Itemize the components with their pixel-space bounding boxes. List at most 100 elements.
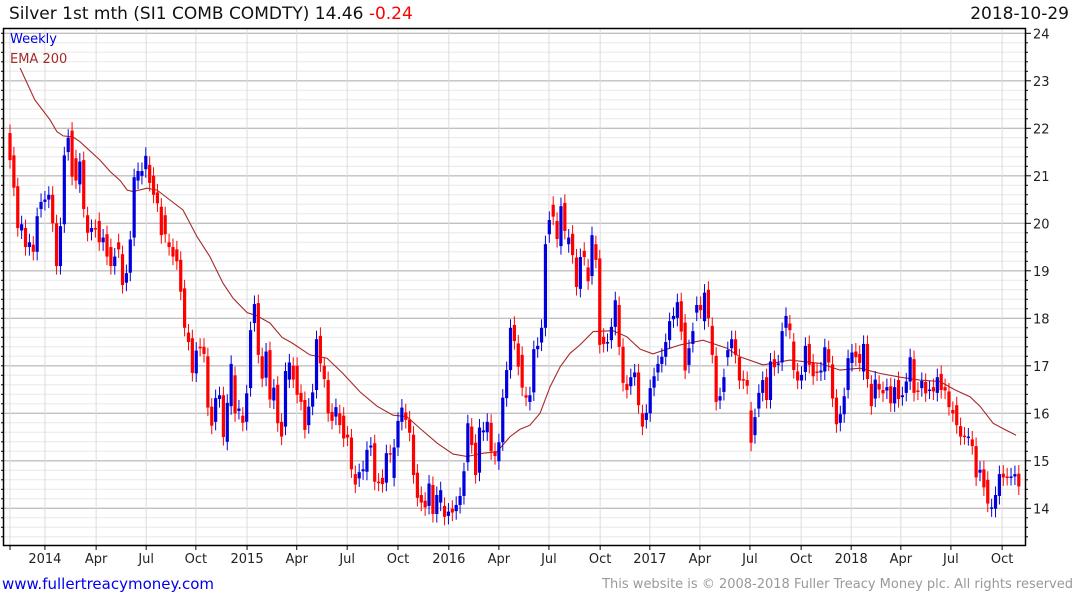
candle-body [784,315,788,328]
candle-body [959,426,963,437]
candle-body [636,372,641,406]
candle-up [307,398,311,434]
candle-body [726,350,730,358]
candle-body [458,495,462,505]
x-tick-label: Apr [488,552,511,567]
candle-down [8,124,12,169]
candle-body [20,224,24,231]
candle-down [943,378,947,400]
candle-body [454,504,458,512]
candle-body [768,361,773,400]
candle-down [683,314,687,380]
candle-up [20,215,24,239]
candle-body [865,343,870,380]
candle-down [788,314,792,339]
candle-body [66,137,70,153]
candle-up [47,186,51,209]
candle-body [718,396,722,401]
candle-down [120,245,125,294]
candle-body [567,237,571,245]
candle-body [291,365,295,380]
candle-body [652,376,656,388]
website-link[interactable]: www.fullertreacymoney.com [2,575,215,593]
candle-down [896,371,901,408]
candle-body [846,358,850,391]
candle-body [217,395,222,400]
candle-body [656,363,660,373]
candle-body [900,395,904,398]
candle-down [295,357,299,404]
candle-body [466,423,470,463]
candle-body [97,220,101,243]
candle-up [132,168,136,247]
candle-up [664,333,668,366]
candle-up [718,387,722,410]
ema-200-line [19,67,1017,458]
candle-up [920,372,924,397]
candle-body [361,469,365,472]
candle-up [838,405,842,432]
candle-up [225,394,229,451]
candle-down [86,206,90,242]
candle-down [811,353,815,385]
candle-down [442,497,447,526]
candle-body [8,133,12,161]
candle-body [668,321,672,341]
candle-up [396,412,400,457]
y-tick-label: 14 [1033,502,1050,517]
candle-body [687,348,691,365]
candle-up [446,503,451,525]
candle-body [524,395,528,398]
candle-body [675,302,679,318]
candle-down [699,296,703,319]
candle-up [644,404,648,429]
candle-up [567,229,571,253]
candle-up [656,355,660,381]
candle-body [536,345,540,350]
candle-up [997,465,1001,505]
candle-body [722,377,726,392]
y-tick-label: 17 [1033,360,1050,375]
candle-body [493,451,497,457]
candle-up [392,438,396,487]
candle-body [54,223,59,267]
candle-up [927,381,932,400]
candle-down [206,347,210,417]
candle-body [838,414,842,423]
ema-layer [19,67,1017,458]
candle-body [559,206,563,247]
y-tick-label: 23 [1033,75,1050,90]
candle-body [190,338,194,373]
candle-up [819,362,823,381]
price-chart: 14 15 16 17 18 19 20 21 22 23 24 2014 Apr Jul Oct 2015 A… [1,27,1050,567]
candle-body [373,443,377,482]
candle-body [202,346,206,354]
candle-body [396,420,400,448]
x-tick-label: 2018 [835,552,868,567]
candle-body [276,384,280,424]
candle-body [621,346,625,383]
plot-frame [2,27,1027,547]
x-tick-label: Jul [942,552,959,567]
candle-down [1001,465,1005,486]
candle-body [943,387,947,391]
y-tick-label: 21 [1033,170,1050,185]
candle-down [640,404,645,436]
candle-down [330,403,334,430]
candle-down [51,186,55,232]
candle-body [563,202,567,231]
x-tick-label: Apr [85,552,108,567]
candle-down [889,377,893,412]
candle-body [966,436,970,439]
candle-down [827,340,831,372]
candle-down [291,357,295,389]
candle-down [233,366,237,422]
candle-down [349,428,354,478]
candle-body [12,155,16,188]
candle-body [823,347,827,372]
candle-up [850,343,854,372]
candle-up [893,378,897,412]
candle-down [986,471,990,513]
candle-down [625,375,629,399]
candle-body [528,395,532,402]
